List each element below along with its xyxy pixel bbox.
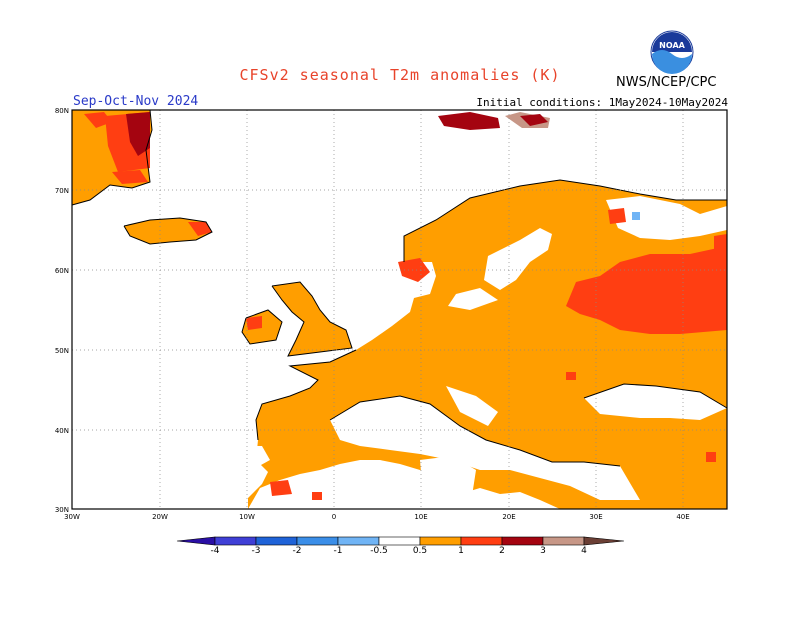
colorbar-label: 0.5 [412, 546, 428, 556]
graticule [72, 110, 727, 509]
lon-label: 10W [239, 513, 255, 521]
morocco-warm-1 [270, 480, 292, 496]
colorbar-label: -1 [333, 546, 343, 556]
longitude-labels: 30W 20W 10W 0 10E 20E 30E 40E [64, 513, 690, 521]
latitude-labels: 80N 70N 60N 50N 40N 30N [55, 107, 69, 514]
colorbar-label: 3 [540, 546, 546, 556]
colorbar [176, 536, 625, 546]
colorbar-label: -4 [210, 546, 220, 556]
caucasus-warm [706, 452, 716, 462]
uk-warm-spot [246, 316, 262, 330]
lat-label: 80N [55, 107, 69, 115]
season-label: Sep-Oct-Nov 2024 [73, 94, 199, 109]
baltic-white [448, 288, 498, 310]
north-russia-white [606, 196, 727, 240]
lon-label: 20W [152, 513, 168, 521]
morocco-warm-2 [312, 492, 322, 500]
lat-label: 70N [55, 187, 69, 195]
colorbar-segment [542, 536, 585, 546]
colorbar-label: 4 [581, 546, 587, 556]
great-britain-land [272, 282, 352, 356]
greenland-hot [126, 112, 150, 156]
svalbard-land [438, 112, 500, 130]
map-title: CFSv2 seasonal T2m anomalies (K) [239, 66, 561, 84]
lon-label: 30E [589, 513, 602, 521]
lat-label: 40N [55, 427, 69, 435]
lon-label: 40E [676, 513, 689, 521]
greenland-warm-3 [112, 170, 148, 184]
colorbar-segment [378, 536, 421, 546]
russia-north-warm [608, 208, 626, 224]
norway-warm [398, 258, 430, 282]
russia-warm [566, 246, 727, 334]
agency-label: NWS/NCEP/CPC [616, 75, 717, 90]
colorbar-label: -3 [251, 546, 261, 556]
logo-text: NOAA [659, 41, 685, 50]
colorbar-arrow-low [176, 536, 216, 546]
lon-label: 0 [332, 513, 336, 521]
lat-label: 30N [55, 506, 69, 514]
colorbar-segment [501, 536, 544, 546]
colorbar-arrow-high [583, 536, 625, 546]
colorbar-label: -0.5 [370, 546, 388, 556]
russia-east-warm [714, 234, 727, 250]
scandinavia-white [484, 228, 552, 290]
colorbar-segment [419, 536, 462, 546]
initial-conditions-label: Initial conditions: 1May2024-10May2024 [476, 96, 728, 109]
mediterranean-white [330, 396, 640, 500]
arctic-cool-spot [632, 212, 640, 220]
svalbard-warm [520, 114, 548, 126]
colorbar-segment [255, 536, 298, 546]
lat-label: 50N [55, 347, 69, 355]
colorbar-segment [214, 536, 257, 546]
anomaly-fields [72, 110, 727, 509]
sahara-white [420, 456, 476, 509]
lon-label: 10E [414, 513, 427, 521]
map-frame [71, 109, 728, 510]
balkans-warm [566, 372, 576, 380]
adriatic-white [446, 386, 498, 426]
colorbar-label: 1 [458, 546, 464, 556]
lon-label: 30W [64, 513, 80, 521]
atlantic-sea-white [248, 446, 270, 470]
colorbar-label: 2 [499, 546, 505, 556]
colorbar-segment [337, 536, 380, 546]
colorbar-segment [460, 536, 503, 546]
iceland-warm [188, 222, 212, 236]
black-sea-white [584, 384, 727, 420]
noaa-logo: NOAA [650, 30, 694, 74]
colorbar-segment [296, 536, 339, 546]
colorbar-label: -2 [292, 546, 302, 556]
lat-label: 60N [55, 267, 69, 275]
lon-label: 20E [502, 513, 515, 521]
